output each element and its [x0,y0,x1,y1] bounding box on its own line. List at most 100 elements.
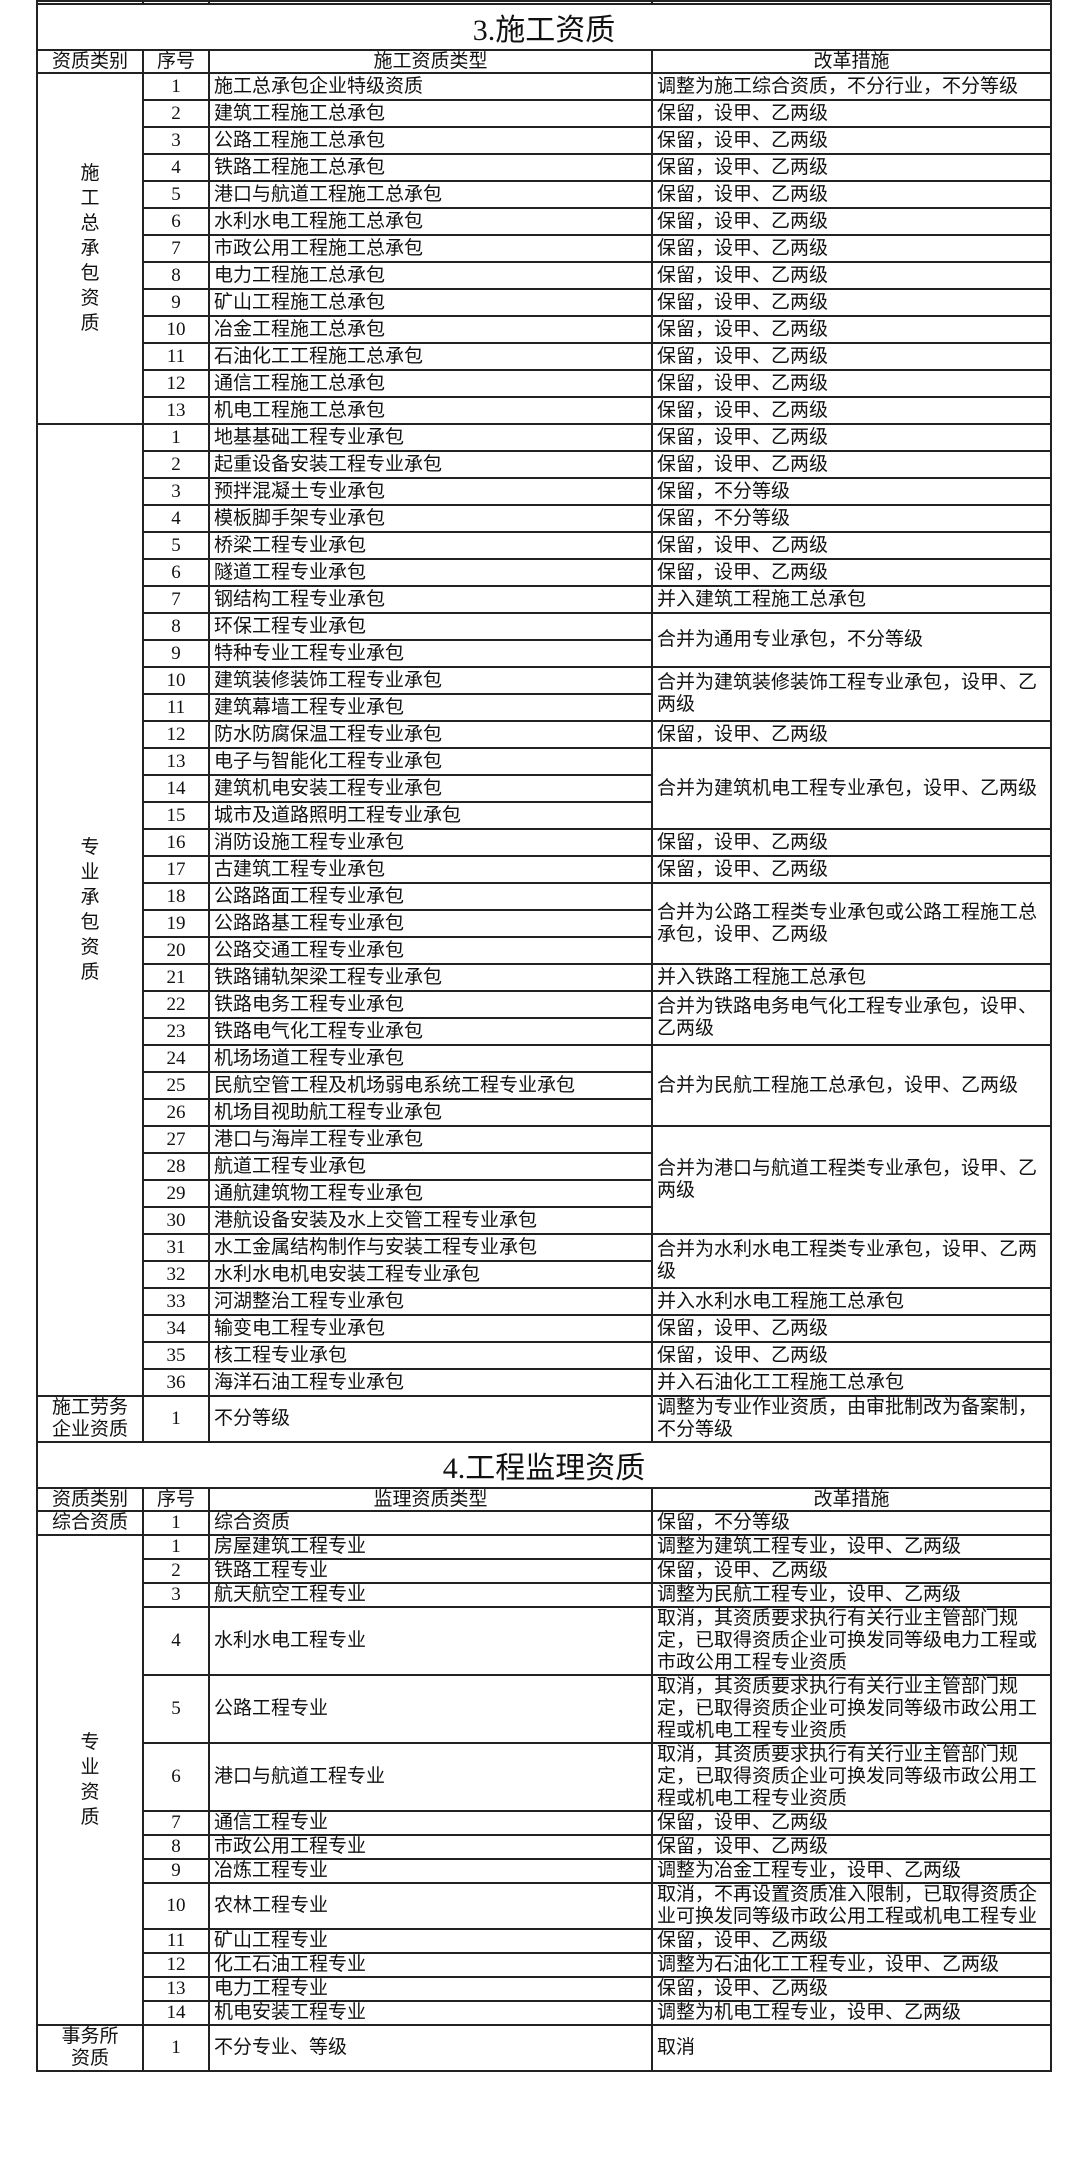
qualification-type: 环保工程专业承包 [208,612,653,641]
sequence-number: 5 [142,531,210,560]
sequence-number: 2 [142,1558,210,1584]
qualification-type: 港口与海岸工程专业承包 [208,1125,653,1154]
table-row: 17 古建筑工程专业承包 保留，设甲、乙两级 [37,855,1052,884]
table-row: 31 水工金属结构制作与安装工程专业承包 合并为水利水电工程类专业承包，设甲、乙两级 [37,1233,1052,1289]
sequence-number: 21 [142,963,210,992]
reform-measure: 并入水利水电工程施工总承包 [651,1287,1052,1316]
sequence-number: 4 [142,504,210,533]
qualification-type: 隧道工程专业承包 [208,558,653,587]
sequence-number: 9 [142,1858,210,1884]
table-row: 2 铁路工程专业 保留，设甲、乙两级 [37,1558,1052,1584]
reform-measure: 调整为石油化工工程专业，设甲、乙两级 [651,1952,1052,1978]
table-row: 8 电力工程施工总承包 保留，设甲、乙两级 [37,261,1052,290]
sequence-number: 5 [142,180,210,209]
table-row: 8 环保工程专业承包 合并为通用专业承包，不分等级 [37,612,1052,668]
qualification-type: 石油化工工程施工总承包 [208,342,653,371]
sequence-number: 8 [142,612,210,641]
table-row: 33 河湖整治工程专业承包 并入水利水电工程施工总承包 [37,1287,1052,1316]
table-row: 25 民航空管工程及机场弱电系统工程专业承包 [37,1071,1051,1100]
table-row: 9 冶炼工程专业 调整为冶金工程专业，设甲、乙两级 [37,1858,1052,1884]
sequence-number: 4 [142,153,210,182]
qualification-type: 机场目视助航工程专业承包 [208,1098,653,1127]
reform-measure: 取消，其资质要求执行有关行业主管部门规定，已取得资质企业可换发同等级市政公用工程… [651,1742,1052,1812]
qualification-type: 预拌混凝土专业承包 [208,477,653,506]
qualification-type: 化工石油工程专业 [208,1952,653,1978]
qualification-type: 建筑工程施工总承包 [208,99,653,128]
reform-measure: 保留，不分等级 [651,504,1052,533]
table-row: 10 建筑装修装饰工程专业承包 合并为建筑装修装饰工程专业承包，设甲、乙两级 [37,666,1052,722]
sequence-number: 11 [142,1928,210,1954]
reform-measure: 保留，设甲、乙两级 [651,1810,1052,1836]
sequence-number: 26 [142,1098,210,1127]
sequence-number: 33 [142,1287,210,1316]
reform-measure: 合并为铁路电务电气化工程专业承包，设甲、乙两级 [651,990,1052,1046]
table-row: 26 机场目视助航工程专业承包 [37,1098,1051,1127]
sequence-number: 29 [142,1179,210,1208]
reform-measure: 保留，设甲、乙两级 [651,396,1052,425]
sequence-number: 34 [142,1314,210,1343]
qualification-type: 矿山工程施工总承包 [208,288,653,317]
qualification-type: 机电安装工程专业 [208,2000,653,2026]
qualification-type: 水利水电机电安装工程专业承包 [208,1260,653,1289]
qualification-type: 防水防腐保温工程专业承包 [208,720,653,749]
qualification-type: 通航建筑物工程专业承包 [208,1179,653,1208]
header-category: 资质类别 [36,49,144,74]
sequence-number: 13 [142,1976,210,2002]
qualification-type: 核工程专业承包 [208,1341,653,1370]
qualification-type: 钢结构工程专业承包 [208,585,653,614]
reform-measure: 调整为建筑工程专业，设甲、乙两级 [651,1534,1052,1560]
table-row: 13 电力工程专业 保留，设甲、乙两级 [37,1976,1052,2002]
header-measure: 改革措施 [651,1487,1052,1512]
reform-measure: 保留，不分等级 [651,477,1052,506]
qualification-type: 海洋石油工程专业承包 [208,1368,653,1397]
table-row: 30 港航设备安装及水上交管工程专业承包 [37,1206,1051,1235]
sequence-number: 35 [142,1341,210,1370]
qualification-table: 3.施工资质 资质类别 序号 施工资质类型 改革措施 施工总承包资质 1 施工总承包企业特级资… [36,0,1052,2072]
table-row: 14 建筑机电安装工程专业承包 [37,774,1051,803]
table-row: 施工总承包资质 1 施工总承包企业特级资质 调整为施工综合资质，不分行业，不分等级 [36,72,1052,425]
reform-measure: 保留，设甲、乙两级 [651,180,1052,209]
table-row: 4 水利水电工程专业 取消，其资质要求执行有关行业主管部门规定，已取得资质企业可换发… [37,1606,1052,1676]
qualification-type: 综合资质 [208,1510,653,1536]
category-cell: 施工劳务 企业资质 [36,1395,144,1443]
reform-measure: 保留，设甲、乙两级 [651,315,1052,344]
qualification-type: 冶炼工程专业 [208,1858,653,1884]
sequence-number: 9 [142,639,210,668]
qualification-type: 古建筑工程专业承包 [208,855,653,884]
qualification-type: 市政公用工程施工总承包 [208,234,653,263]
sequence-number: 12 [142,1952,210,1978]
sequence-number: 7 [142,1810,210,1836]
reform-measure: 保留，设甲、乙两级 [651,1834,1052,1860]
sequence-number: 6 [142,558,210,587]
table-row: 3 预拌混凝土专业承包 保留，不分等级 [37,477,1052,506]
qualification-type: 电子与智能化工程专业承包 [208,747,653,776]
sequence-number: 7 [142,234,210,263]
table-row: 专业承包资质 1 地基基础工程专业承包 保留，设甲、乙两级 [36,423,1052,1397]
category-label: 专业资质 [80,1732,100,1828]
table-row: 18 公路路面工程专业承包 合并为公路工程类专业承包或公路工程施工总承包，设甲、乙两… [37,882,1052,965]
sequence-number: 10 [142,1882,210,1930]
reform-measure: 保留，设甲、乙两级 [651,1314,1052,1343]
reform-measure: 取消 [651,2024,1052,2072]
reform-measure: 保留，设甲、乙两级 [651,1928,1052,1954]
header-number: 序号 [142,1487,210,1512]
reform-measure: 调整为民航工程专业，设甲、乙两级 [651,1582,1052,1608]
table-row: 2 起重设备安装工程专业承包 保留，设甲、乙两级 [37,450,1052,479]
reform-measure: 保留，设甲、乙两级 [651,450,1052,479]
qualification-type: 铁路铺轨架梁工程专业承包 [208,963,653,992]
sequence-number: 8 [142,261,210,290]
sequence-number: 17 [142,855,210,884]
sequence-number: 3 [142,1582,210,1608]
sequence-number: 11 [142,693,210,722]
reform-measure: 保留，设甲、乙两级 [651,342,1052,371]
table-row: 20 公路交通工程专业承包 [37,936,1051,965]
table-row: 12 防水防腐保温工程专业承包 保留，设甲、乙两级 [37,720,1052,749]
table-row: 28 航道工程专业承包 [37,1152,1051,1181]
qualification-type: 电力工程施工总承包 [208,261,653,290]
sequence-number: 6 [142,1742,210,1812]
qualification-type: 港航设备安装及水上交管工程专业承包 [208,1206,653,1235]
qualification-type: 航天航空工程专业 [208,1582,653,1608]
sequence-number: 1 [142,72,210,101]
table-row: 5 港口与航道工程施工总承包 保留，设甲、乙两级 [37,180,1052,209]
table-row: 14 机电安装工程专业 调整为机电工程专业，设甲、乙两级 [37,2000,1052,2026]
